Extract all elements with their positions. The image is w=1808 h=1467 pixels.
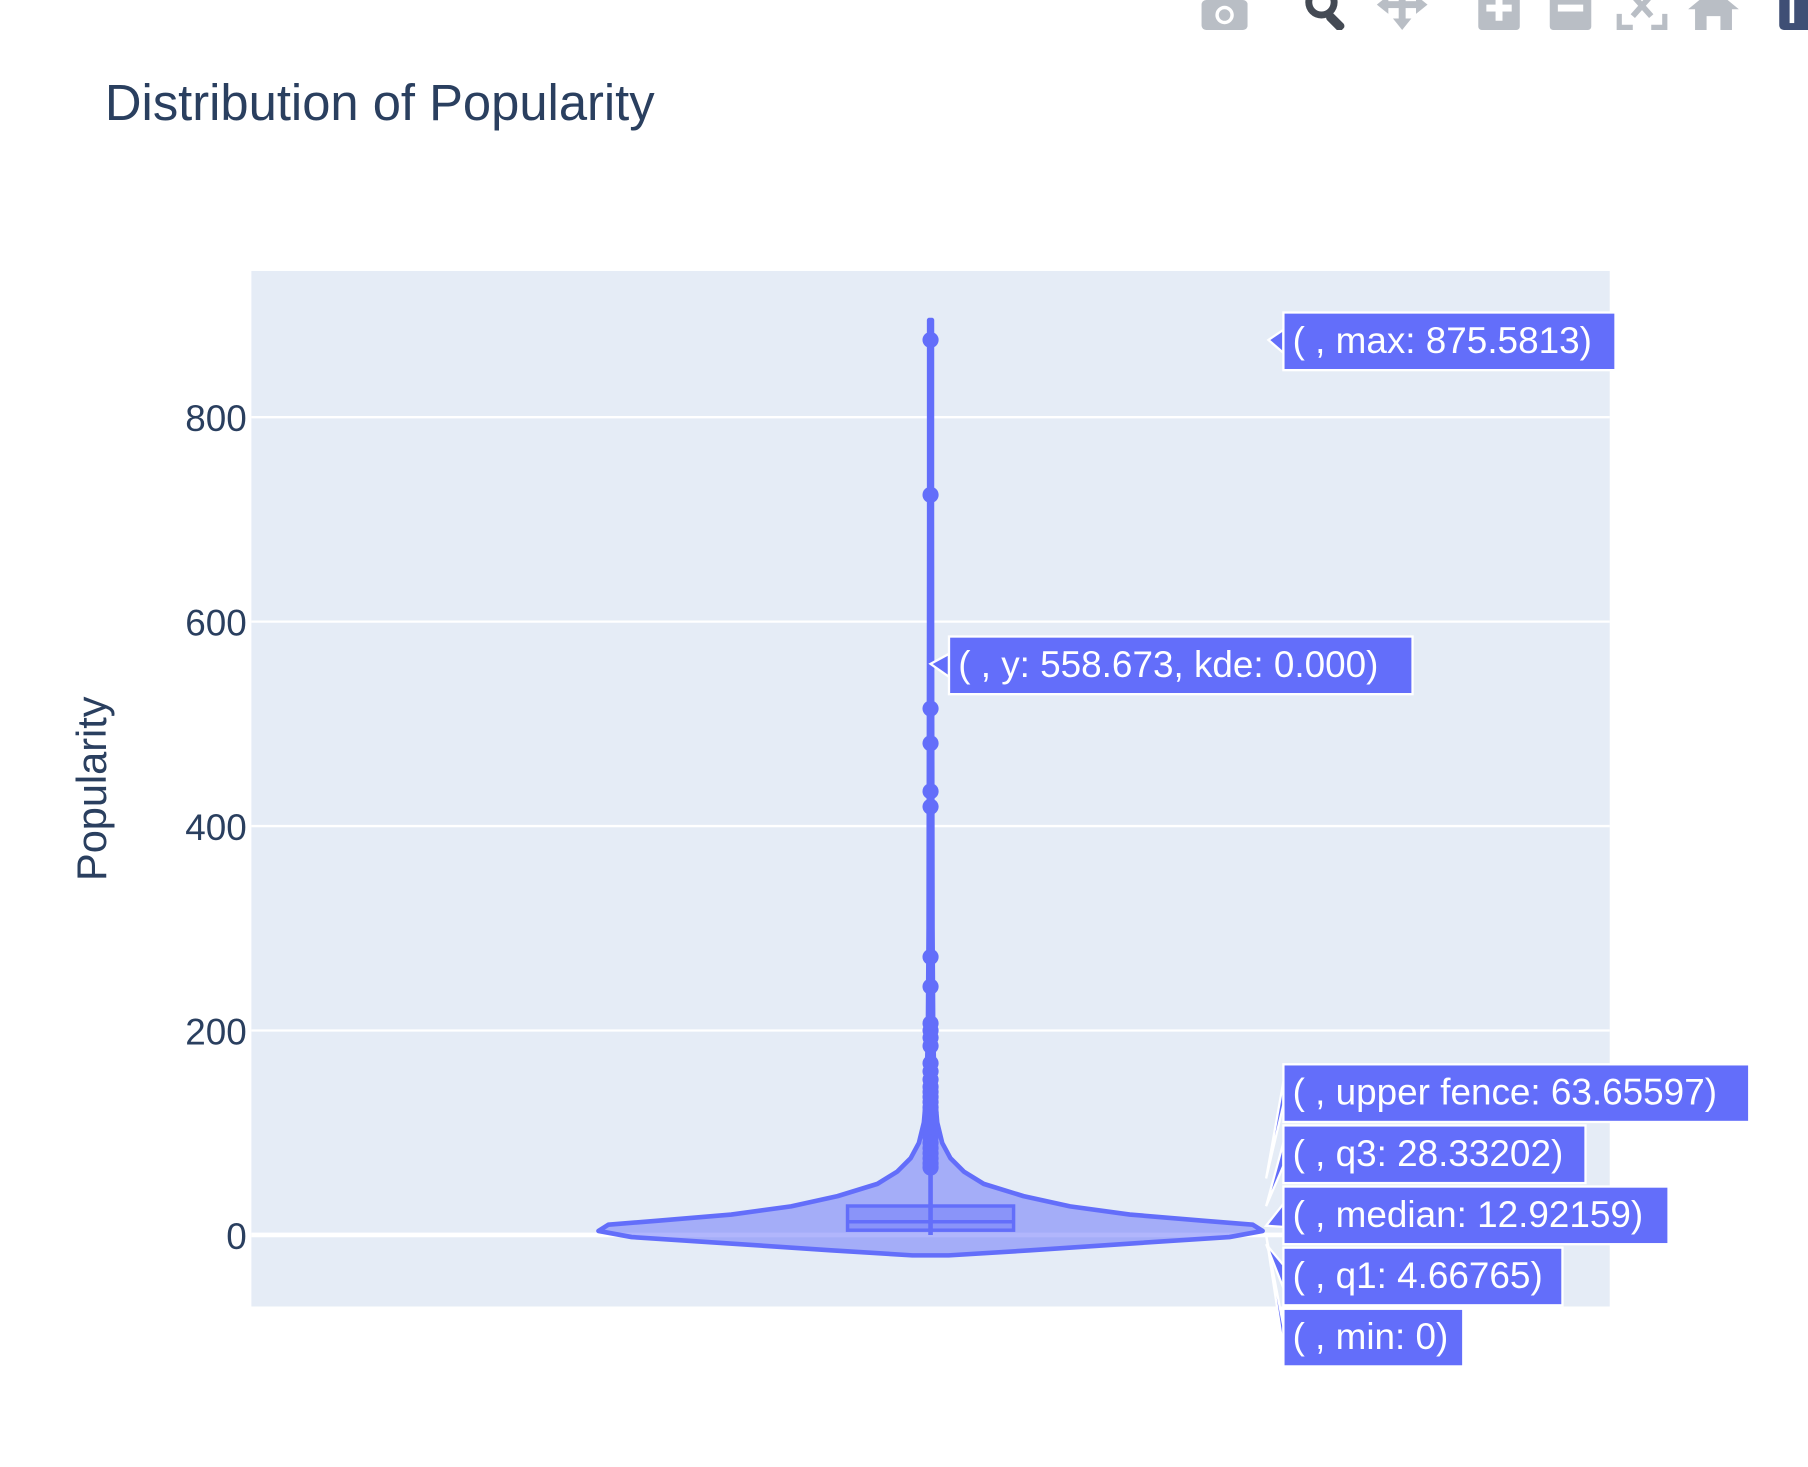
y-tick-label: 400 bbox=[185, 807, 247, 848]
box-iqr[interactable] bbox=[845, 1204, 1016, 1232]
hover-label-kde: ( , y: 558.673, kde: 0.000) bbox=[928, 635, 1414, 696]
hover-box bbox=[1282, 1063, 1751, 1124]
outlier-point[interactable] bbox=[922, 798, 939, 815]
hover-label-min: ( , min: 0) bbox=[1264, 1234, 1465, 1368]
y-tick-label: 800 bbox=[185, 398, 247, 439]
chart-title: Distribution of Popularity bbox=[105, 74, 655, 131]
zoom-in-icon[interactable] bbox=[1474, 0, 1525, 30]
hover-box bbox=[1282, 1307, 1465, 1368]
y-tick-label: 600 bbox=[185, 602, 247, 643]
modebar bbox=[1199, 0, 1808, 30]
outlier-point[interactable] bbox=[922, 735, 939, 752]
hover-text: ( , max: 875.5813) bbox=[1293, 320, 1592, 361]
reset-axes-icon[interactable] bbox=[1688, 0, 1739, 30]
hover-box bbox=[1282, 1124, 1587, 1185]
hover-text: ( , q3: 28.33202) bbox=[1293, 1133, 1564, 1174]
hover-label-max: ( , max: 875.5813) bbox=[1266, 311, 1617, 372]
outlier-point[interactable] bbox=[922, 1037, 939, 1054]
camera-icon[interactable] bbox=[1199, 0, 1250, 30]
hover-text: ( , median: 12.92159) bbox=[1293, 1194, 1644, 1235]
outlier-point[interactable] bbox=[922, 948, 939, 965]
outlier-point[interactable] bbox=[922, 331, 939, 349]
autoscale-icon[interactable] bbox=[1616, 0, 1668, 30]
outlier-point[interactable] bbox=[922, 700, 939, 717]
outlier-point[interactable] bbox=[922, 486, 939, 503]
hover-box bbox=[1282, 1185, 1670, 1246]
plotly-logo-icon[interactable] bbox=[1769, 0, 1808, 30]
hover-text: ( , min: 0) bbox=[1293, 1316, 1449, 1357]
hover-box bbox=[1282, 1246, 1564, 1307]
y-tick-label: 200 bbox=[185, 1011, 247, 1052]
hover-label-median: ( , median: 12.92159) bbox=[1263, 1185, 1670, 1246]
outlier-point[interactable] bbox=[922, 1159, 939, 1176]
zoom-out-icon[interactable] bbox=[1545, 0, 1596, 30]
y-tick-label: 0 bbox=[226, 1216, 247, 1257]
hover-text: ( , q1: 4.66765) bbox=[1293, 1255, 1543, 1296]
hover-box bbox=[947, 635, 1414, 696]
hover-label-upper-fence: ( , upper fence: 63.65597) bbox=[1264, 1063, 1751, 1179]
violin-trace[interactable] bbox=[596, 317, 1265, 1258]
hover-label-q1: ( , q1: 4.66765) bbox=[1265, 1243, 1564, 1307]
pan-icon[interactable] bbox=[1376, 0, 1428, 30]
y-axis-ticks: 0 200 400 600 800 bbox=[185, 398, 247, 1257]
hover-text: ( , upper fence: 63.65597) bbox=[1293, 1072, 1717, 1113]
outlier-point[interactable] bbox=[922, 978, 939, 995]
hover-label-q3: ( , q3: 28.33202) bbox=[1264, 1124, 1587, 1207]
hover-labels: ( , max: 875.5813) ( , y: 558.673, kde: 0… bbox=[928, 311, 1751, 1368]
hover-text: ( , y: 558.673, kde: 0.000) bbox=[958, 644, 1378, 685]
outlier-point[interactable] bbox=[922, 783, 939, 800]
hover-box bbox=[1282, 311, 1617, 372]
y-axis-label: Popularity bbox=[68, 696, 115, 881]
zoom-icon[interactable] bbox=[1298, 0, 1349, 30]
